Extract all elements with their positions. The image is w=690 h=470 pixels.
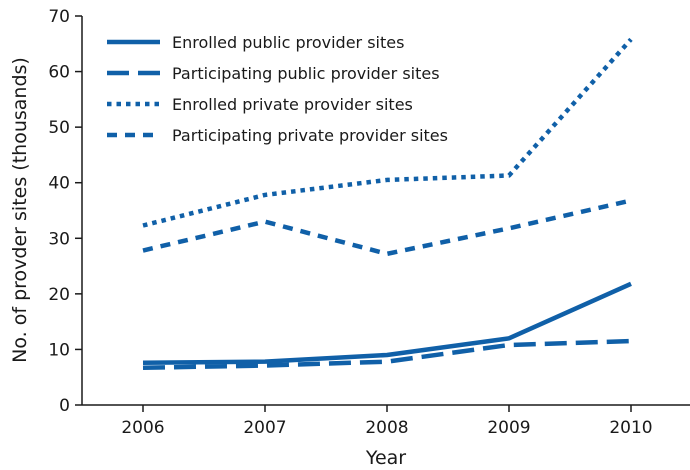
plot-area <box>142 37 633 371</box>
y-tick-label: 50 <box>48 118 70 138</box>
x-axis-title: Year <box>365 447 406 469</box>
series-line-enrolled-private-provider-sites <box>142 37 633 228</box>
y-tick-label: 40 <box>48 174 70 194</box>
series-line-enrolled-public-provider-sites <box>142 281 632 366</box>
x-tick-label: 2010 <box>609 418 652 438</box>
series-line-participating-public-provider-sites <box>142 338 632 371</box>
x-tick-label: 2008 <box>365 418 408 438</box>
legend-label: Participating private provider sites <box>172 126 448 145</box>
y-tick-label: 0 <box>59 396 70 416</box>
y-tick-label: 70 <box>48 7 70 27</box>
y-tick-label: 30 <box>48 229 70 249</box>
y-axis-title: No. of provder sites (thousands) <box>9 57 31 363</box>
legend-label: Participating public provider sites <box>172 64 440 83</box>
legend-label: Enrolled private provider sites <box>172 95 413 114</box>
legend: Enrolled public provider sites Participat… <box>107 33 448 145</box>
y-tick-label: 60 <box>48 63 70 83</box>
x-tick-label: 2006 <box>121 418 164 438</box>
y-axis-ticks: 0 10 20 30 40 50 60 70 <box>48 7 82 416</box>
y-tick-label: 20 <box>48 285 70 305</box>
legend-label: Enrolled public provider sites <box>172 33 404 52</box>
series-line-participating-private-provider-sites <box>142 198 632 257</box>
x-tick-label: 2009 <box>487 418 530 438</box>
y-tick-label: 10 <box>48 340 70 360</box>
x-tick-label: 2007 <box>243 418 286 438</box>
x-axis-ticks: 2006 2007 2008 2009 2010 <box>121 405 653 438</box>
